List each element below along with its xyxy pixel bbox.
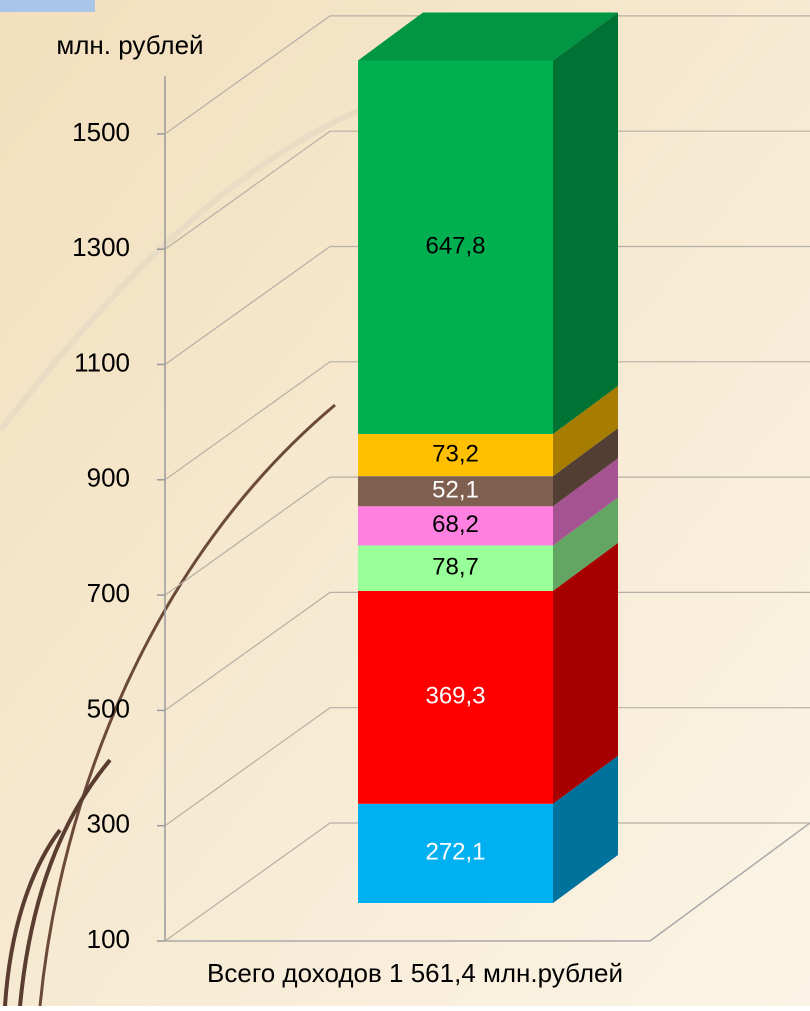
y-axis-label: млн. рублей	[56, 30, 203, 60]
grid: 100 300 500 700 900 1100 1300 1500	[72, 15, 810, 954]
bar-segment	[358, 433, 553, 477]
y-tick-label: 900	[87, 463, 130, 493]
y-tick-label: 1300	[72, 232, 130, 262]
data-label: 647,8	[425, 233, 485, 260]
y-tick-label: 300	[87, 809, 130, 839]
bar-segment	[358, 60, 553, 434]
decor-curve	[3, 828, 62, 1007]
bar-side	[553, 755, 618, 903]
bar-segment	[358, 506, 553, 546]
bars: 272,1 369,3 78,7 68,2 52,1 73,2 647,8	[358, 12, 618, 903]
data-label: 52,1	[432, 477, 479, 504]
grid-line	[164, 707, 810, 827]
bar-top	[358, 12, 618, 61]
bar-segment	[358, 476, 553, 507]
bar-side	[553, 12, 618, 434]
data-label: 73,2	[432, 440, 479, 467]
decor-curve	[38, 403, 336, 1007]
x-axis-label: Всего доходов 1 561,4 млн.рублей	[207, 958, 623, 988]
data-label: 272,1	[425, 839, 485, 866]
bar-side	[553, 428, 618, 507]
bar-segment	[358, 803, 553, 903]
grid-line	[164, 591, 810, 711]
grid-line	[164, 245, 810, 365]
grid-line	[164, 15, 810, 135]
grid-line	[164, 822, 810, 942]
bar-segment	[358, 545, 553, 591]
bar-side	[553, 542, 618, 804]
y-tick-label: 100	[87, 924, 130, 954]
bar-segment	[358, 590, 553, 804]
y-tick-label: 1500	[72, 117, 130, 147]
bar-side	[553, 458, 618, 546]
data-label: 78,7	[432, 554, 479, 581]
y-tick-label: 1100	[74, 347, 130, 377]
y-tick-label: 500	[87, 693, 130, 723]
decor-curve	[0, 107, 362, 432]
grid-line	[164, 130, 810, 250]
bar-side	[553, 497, 618, 591]
grid-line	[164, 361, 810, 481]
bar-side	[553, 385, 618, 477]
floor-edge	[649, 822, 810, 942]
grid-line	[164, 476, 810, 596]
decor-curve	[18, 758, 112, 1007]
corner-tab	[0, 0, 95, 12]
data-label: 369,3	[425, 683, 485, 710]
data-label: 68,2	[432, 511, 479, 538]
y-tick-label: 700	[87, 578, 130, 608]
